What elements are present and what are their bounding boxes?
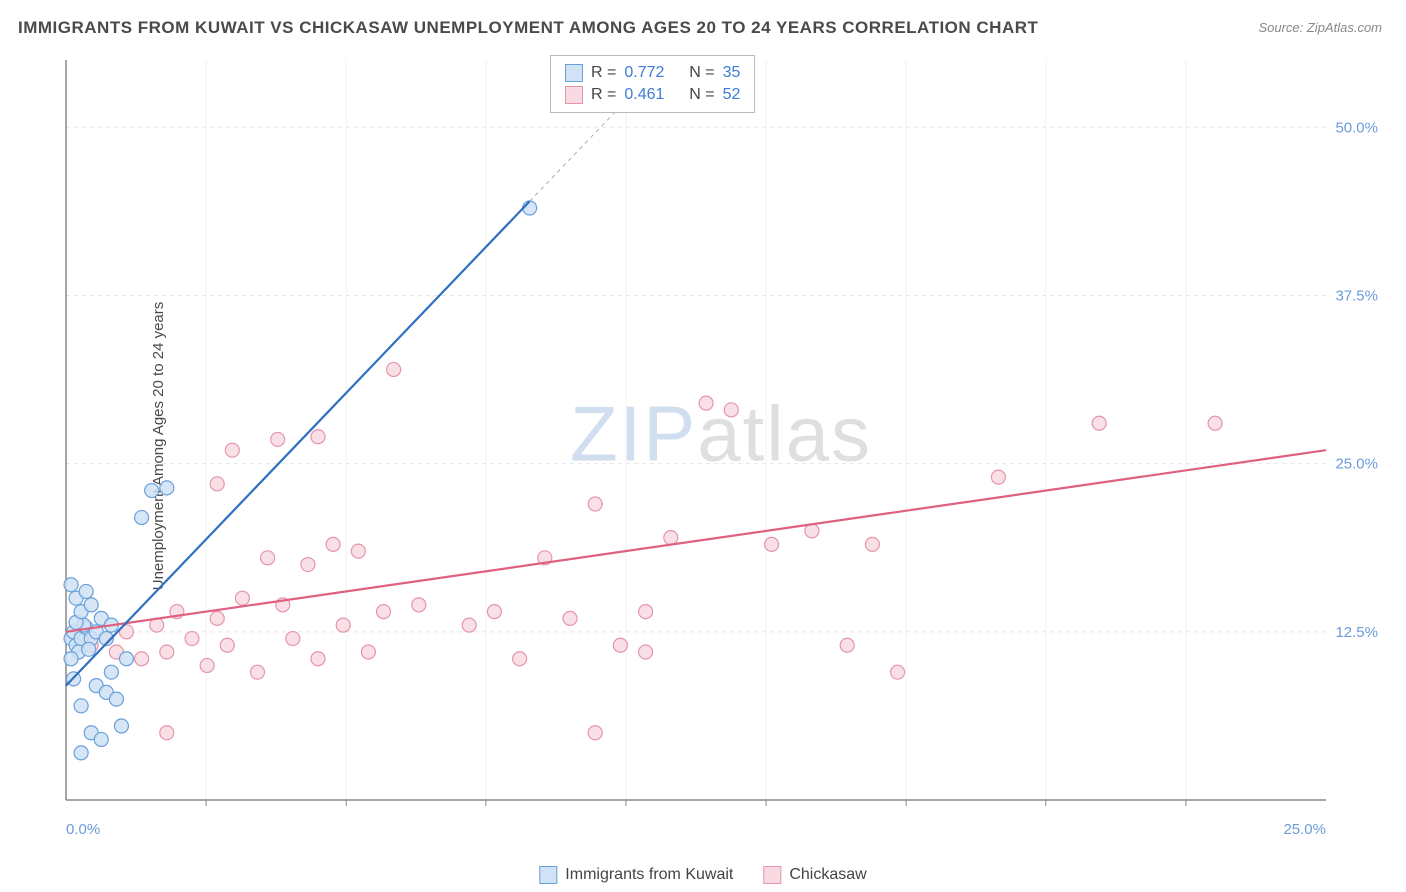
correlation-stats-box: R = 0.772 N = 35 R = 0.461 N = 52 <box>550 55 755 113</box>
n-label: N = <box>689 86 714 104</box>
source-attribution: Source: ZipAtlas.com <box>1258 20 1382 35</box>
chart-title: IMMIGRANTS FROM KUWAIT VS CHICKASAW UNEM… <box>18 18 1038 38</box>
svg-text:37.5%: 37.5% <box>1335 287 1378 304</box>
swatch-kuwait <box>565 64 583 82</box>
stats-row-chickasaw: R = 0.461 N = 52 <box>565 84 740 106</box>
n-value-kuwait: 35 <box>723 64 741 82</box>
x-axis-legend: Immigrants from Kuwait Chickasaw <box>539 866 866 884</box>
n-value-chickasaw: 52 <box>723 86 741 104</box>
r-label: R = <box>591 64 616 82</box>
legend-swatch-kuwait <box>539 866 557 884</box>
svg-text:50.0%: 50.0% <box>1335 119 1378 136</box>
legend-swatch-chickasaw <box>763 866 781 884</box>
legend-item-chickasaw: Chickasaw <box>763 866 866 884</box>
stats-row-kuwait: R = 0.772 N = 35 <box>565 62 740 84</box>
svg-text:0.0%: 0.0% <box>66 821 100 838</box>
svg-text:25.0%: 25.0% <box>1283 821 1326 838</box>
n-label: N = <box>689 64 714 82</box>
legend-label-kuwait: Immigrants from Kuwait <box>565 866 733 884</box>
scatter-plot-area: 12.5%25.0%37.5%50.0%0.0%25.0% ZIPatlas <box>56 50 1386 840</box>
swatch-chickasaw <box>565 86 583 104</box>
svg-text:12.5%: 12.5% <box>1335 624 1378 641</box>
legend-item-kuwait: Immigrants from Kuwait <box>539 866 733 884</box>
chart-svg: 12.5% 25.0% 37.5% 50.0% 0.0% 25.0% <box>56 50 1386 840</box>
r-value-chickasaw: 0.461 <box>624 86 664 104</box>
svg-text:25.0%: 25.0% <box>1335 456 1378 473</box>
legend-label-chickasaw: Chickasaw <box>789 866 866 884</box>
r-label: R = <box>591 86 616 104</box>
r-value-kuwait: 0.772 <box>624 64 664 82</box>
